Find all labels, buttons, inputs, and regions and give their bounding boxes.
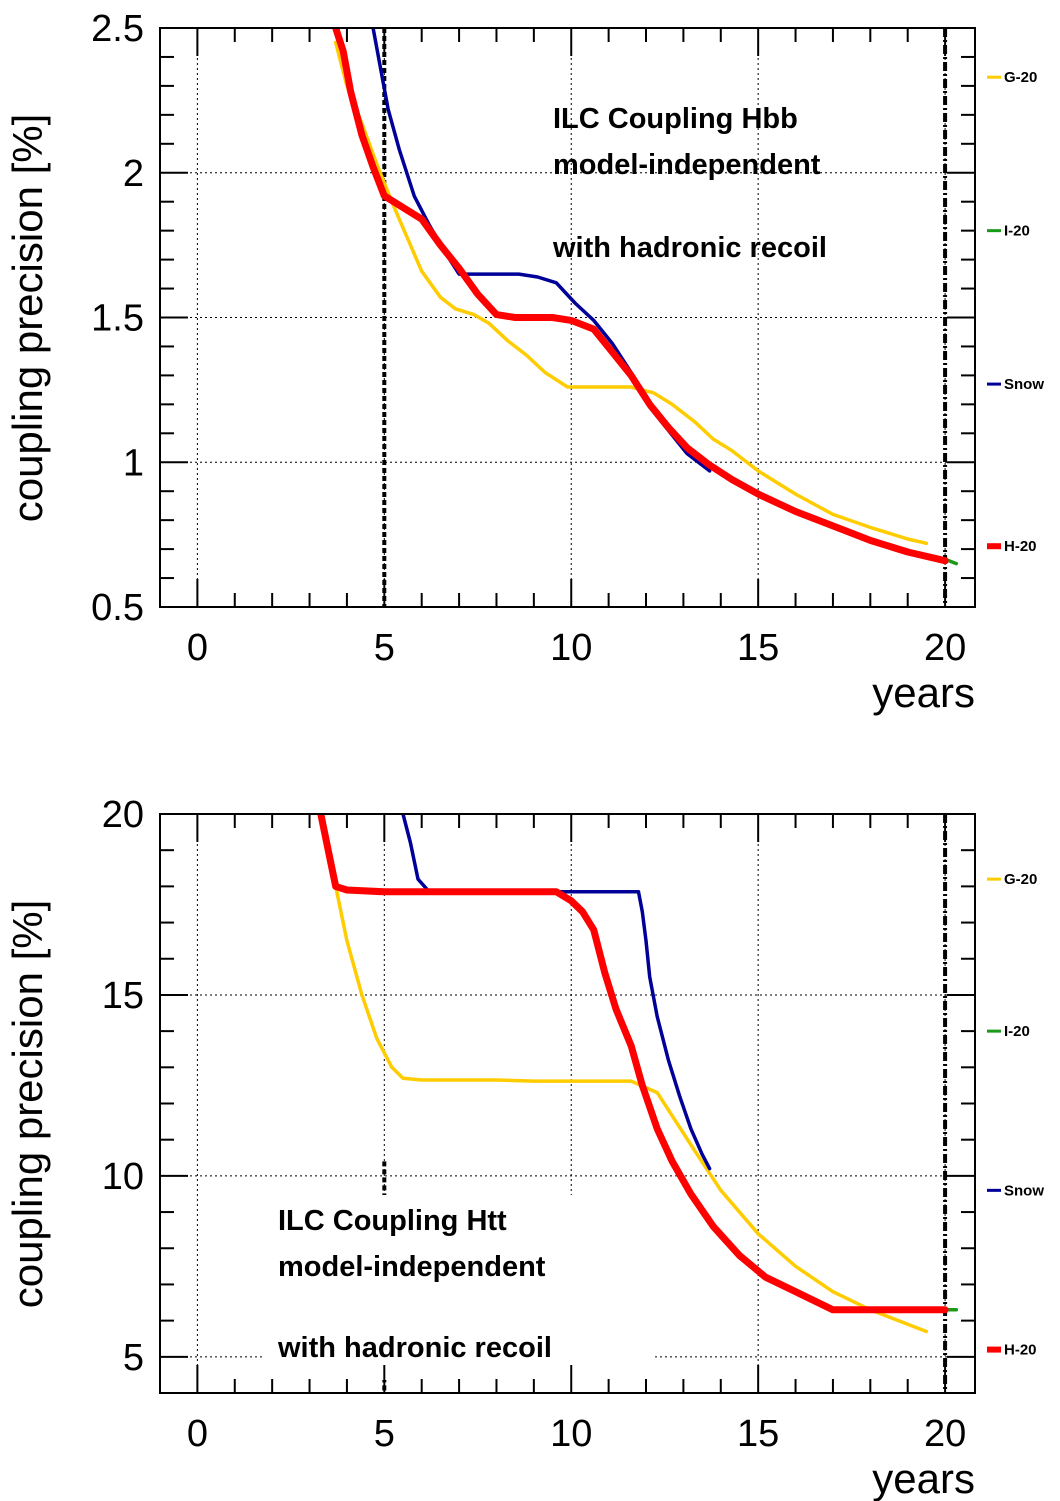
y-tick-label: 2 bbox=[123, 153, 144, 195]
series-line-g-20 bbox=[333, 884, 929, 1334]
y-tick-label: 1.5 bbox=[91, 298, 144, 340]
annotation-text: model-independent bbox=[553, 149, 821, 181]
series-group bbox=[332, 28, 959, 566]
y-axis-title: coupling precision [%] bbox=[4, 900, 51, 1309]
legend-label-h-20: H-20 bbox=[1004, 1342, 1037, 1359]
annotation-text: ILC Coupling Hbb bbox=[553, 103, 798, 135]
x-tick-label: 20 bbox=[924, 1413, 966, 1455]
y-tick-label: 5 bbox=[123, 1337, 144, 1379]
chart-panel-1: 0 5 10 15 20 0.5 1 1.5 2 2.5 years coupling precisi… bbox=[4, 8, 1044, 716]
y-tick-label: 1 bbox=[123, 442, 144, 484]
legend-label-g-20: G-20 bbox=[1004, 69, 1037, 86]
annotation-text: model-independent bbox=[278, 1251, 546, 1283]
x-tick-label: 10 bbox=[550, 627, 592, 669]
annotation-text: ILC Coupling Htt bbox=[278, 1205, 507, 1237]
legend-label-snow: Snow bbox=[1004, 1182, 1044, 1199]
x-tick-label: 5 bbox=[374, 627, 395, 669]
x-tick-label: 0 bbox=[187, 1413, 208, 1455]
y-tick-label: 15 bbox=[102, 975, 144, 1017]
annotation-text: with hadronic recoil bbox=[277, 1332, 552, 1364]
x-tick-label: 15 bbox=[737, 1413, 779, 1455]
series-line-h-20 bbox=[332, 28, 949, 565]
y-tick-label: 20 bbox=[102, 794, 144, 836]
y-tick-label: 2.5 bbox=[91, 8, 144, 50]
x-tick-label: 10 bbox=[550, 1413, 592, 1455]
x-axis-title: years bbox=[872, 1455, 975, 1501]
y-tick-label: 10 bbox=[102, 1156, 144, 1198]
legend-label-snow: Snow bbox=[1004, 376, 1044, 393]
y-tick-label: 0.5 bbox=[91, 587, 144, 629]
x-tick-label: 5 bbox=[374, 1413, 395, 1455]
series-line-h-20 bbox=[317, 814, 949, 1314]
y-axis-title: coupling precision [%] bbox=[4, 114, 51, 523]
legend-label-g-20: G-20 bbox=[1004, 871, 1037, 888]
annotation-text: with hadronic recoil bbox=[552, 232, 827, 264]
x-tick-label: 15 bbox=[737, 627, 779, 669]
series-group bbox=[317, 814, 959, 1334]
series-line-snow bbox=[401, 814, 712, 1171]
x-tick-label: 20 bbox=[924, 627, 966, 669]
legend-label-i-20: I-20 bbox=[1004, 223, 1030, 240]
annotation-box bbox=[262, 1195, 652, 1380]
legend-label-h-20: H-20 bbox=[1004, 538, 1037, 555]
legend-label-i-20: I-20 bbox=[1004, 1023, 1030, 1040]
x-axis-title: years bbox=[872, 669, 975, 716]
x-tick-label: 0 bbox=[187, 627, 208, 669]
series-line-g-20 bbox=[333, 40, 929, 546]
